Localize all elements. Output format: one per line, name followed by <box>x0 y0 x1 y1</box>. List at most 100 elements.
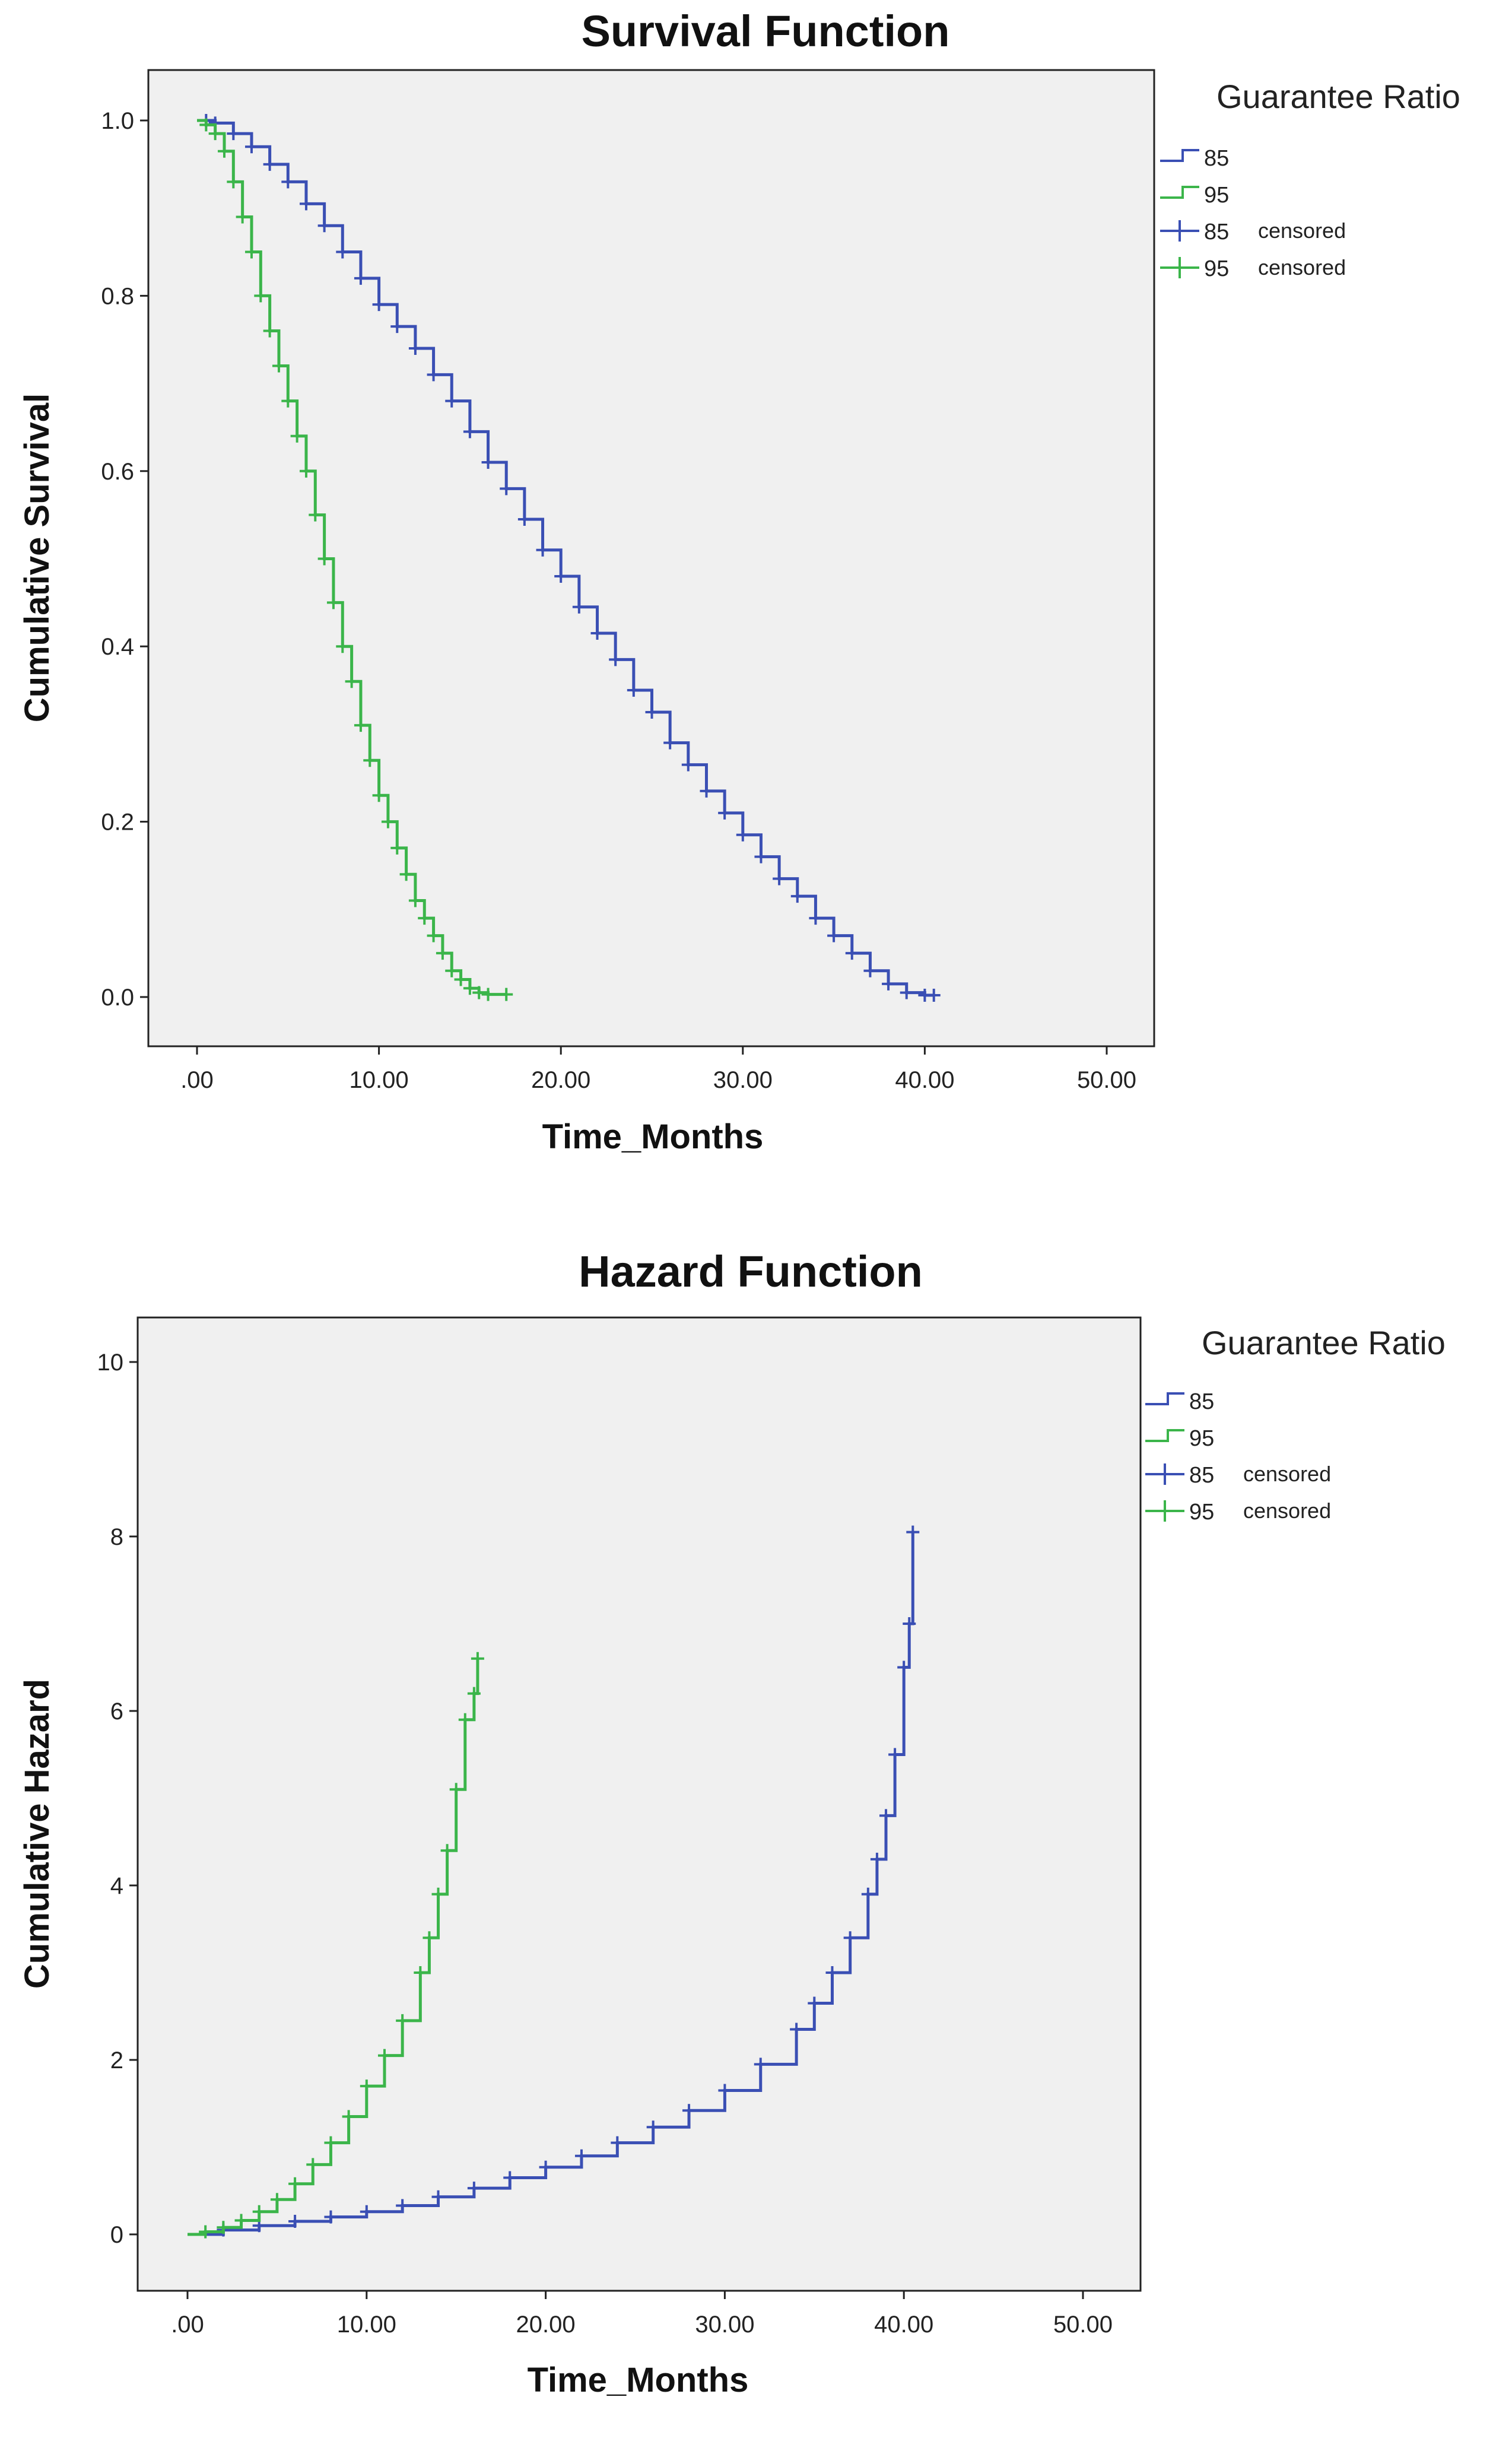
hazard-series-95-point <box>471 1652 484 1665</box>
survival-series-95-point <box>199 118 213 132</box>
survival-legend-label: 95 <box>1204 256 1229 281</box>
survival-series-85-point <box>790 890 804 903</box>
survival-legend-entry: 95 censored <box>1160 255 1346 281</box>
survival-series-95-point <box>236 210 249 224</box>
hazard-chart-title: Hazard Function <box>579 1247 923 1296</box>
survival-series-85-point <box>718 806 732 820</box>
survival-series-85-point <box>863 964 877 977</box>
hazard-legend-censored-label: censored <box>1243 1498 1331 1523</box>
survival-series-95-point <box>227 175 240 189</box>
hazard-series-85-point <box>431 2190 445 2204</box>
hazard-series-85-point <box>843 1931 857 1945</box>
survival-series-85-point <box>281 175 295 189</box>
hazard-series-85-point <box>718 2084 732 2097</box>
survival-series-85-point <box>481 456 495 469</box>
survival-series-95-point <box>481 988 495 1001</box>
hazard-series-85-point <box>574 2149 588 2163</box>
survival-x-tick-label: 50.00 <box>1077 1067 1136 1093</box>
hazard-x-tick-label: 20.00 <box>516 2312 576 2338</box>
survival-series-95-point <box>390 841 404 855</box>
hazard-plot-area <box>136 1316 1142 2292</box>
hazard-series-95-point <box>423 1931 436 1945</box>
survival-series-85-point <box>590 627 604 640</box>
survival-series-85-point <box>227 127 240 141</box>
hazard-y-tick-label: 0 <box>110 2222 123 2248</box>
survival-x-tick-label: 10.00 <box>350 1067 409 1093</box>
survival-legend-censored-label: censored <box>1258 255 1346 280</box>
survival-series-85-point <box>572 600 586 614</box>
survival-legend-entry: 85 censored <box>1160 218 1346 245</box>
survival-series-85-point <box>754 850 768 863</box>
hazard-legend-entry: 85 <box>1145 1389 1214 1414</box>
survival-legend-entry: 95 <box>1160 183 1229 208</box>
hazard-legend-label: 95 <box>1189 1426 1214 1451</box>
survival-series-95-point <box>217 144 231 158</box>
survival-y-tick-label: 0.8 <box>101 283 134 309</box>
survival-series-85-point <box>317 219 331 233</box>
survival-series-95-point <box>500 988 513 1001</box>
survival-legend-label: 85 <box>1204 220 1229 245</box>
hazard-series-95-point <box>396 2014 409 2027</box>
survival-series-95-point <box>427 929 440 942</box>
hazard-series-85-point <box>808 1996 821 2010</box>
hazard-series-95-point <box>440 1844 454 1858</box>
survival-series-95-point <box>244 245 258 259</box>
survival-series-85-point <box>900 986 913 999</box>
hazard-series-95-point <box>252 2205 266 2218</box>
hazard-x-axis-label: Time_Months <box>528 2361 749 2399</box>
survival-plot-area <box>147 69 1155 1047</box>
survival-series-95-point <box>208 127 222 141</box>
hazard-series-85-point <box>324 2210 338 2224</box>
hazard-y-axis-label: Cumulative Hazard <box>18 1679 56 1989</box>
survival-series-95-point <box>354 719 367 732</box>
survival-series-85-point <box>809 912 822 925</box>
survival-legend-entry: 85 <box>1160 146 1229 171</box>
hazard-series-95-point <box>234 2214 248 2227</box>
survival-series-85-point <box>500 482 513 496</box>
survival-series-85-point <box>773 872 786 885</box>
survival-legend-censored-label: censored <box>1258 218 1346 243</box>
survival-y-axis-label: Cumulative Survival <box>18 393 56 722</box>
hazard-y-tick-label: 10 <box>97 1350 124 1376</box>
hazard-legend-symbol <box>1145 1392 1184 1405</box>
hazard-y-tick-label: 4 <box>110 1873 123 1899</box>
hazard-legend-label: 85 <box>1189 1463 1214 1488</box>
hazard-y-tick-label: 2 <box>110 2047 123 2074</box>
survival-y-tick-label: 0.0 <box>101 985 134 1011</box>
survival-legend-symbol <box>1160 220 1199 242</box>
hazard-series-85-point <box>906 1525 920 1539</box>
survival-series-85-point <box>299 197 313 211</box>
hazard-y-axis: 0 2 4 6 8 10 <box>97 1350 138 2248</box>
hazard-series-95-point <box>467 1687 481 1700</box>
hazard-series-95-point <box>342 2110 355 2123</box>
survival-series-85-point <box>627 684 640 697</box>
survival-series-95-point <box>381 815 395 828</box>
hazard-y-tick-label: 6 <box>110 1698 123 1725</box>
survival-series-95-point <box>345 675 358 688</box>
hazard-legend-label: 85 <box>1189 1389 1214 1414</box>
hazard-legend-symbol <box>1145 1463 1184 1485</box>
hazard-series-85-point <box>861 1887 875 1901</box>
hazard-series-85-point <box>825 1966 839 1979</box>
survival-series-85-point <box>663 736 677 750</box>
survival-series-85-point <box>645 705 659 719</box>
survival-series-85-point <box>445 394 459 408</box>
survival-x-tick-label: 40.00 <box>895 1067 954 1093</box>
survival-legend-label: 95 <box>1204 183 1229 208</box>
hazard-series-85-point <box>682 2104 696 2117</box>
hazard-legend-censored-label: censored <box>1243 1462 1331 1486</box>
survival-legend-symbol <box>1160 257 1199 278</box>
survival-series-95-censor-marks <box>199 118 513 1001</box>
hazard-series-95-point <box>288 2177 302 2190</box>
hazard-chart: Hazard Function 0 2 4 6 8 10 .00 10.00 20.00 30.… <box>18 1247 1446 2399</box>
hazard-x-tick-label: 10.00 <box>337 2312 396 2338</box>
survival-series-95-point <box>363 754 377 767</box>
survival-series-85-point <box>700 784 713 798</box>
hazard-x-tick-label: 30.00 <box>695 2312 754 2338</box>
survival-series-85-point <box>427 368 440 382</box>
hazard-series-85-point <box>903 1617 916 1630</box>
survival-series-85-point <box>372 298 386 312</box>
survival-series-95-point <box>317 552 331 566</box>
survival-series-95-point <box>281 394 295 408</box>
